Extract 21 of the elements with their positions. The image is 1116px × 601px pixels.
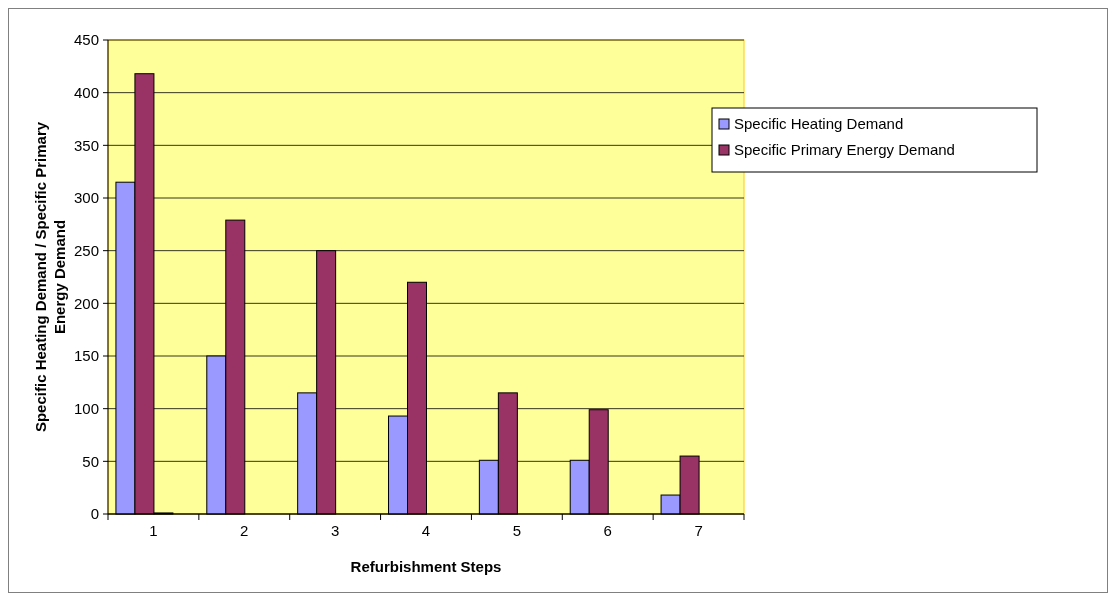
y-tick-label: 350 [73, 136, 99, 154]
legend-label: Specific Primary Energy Demand [734, 141, 955, 159]
y-tick-label: 250 [73, 241, 99, 259]
x-tick-label: 1 [149, 522, 158, 539]
y-tick-label: 100 [73, 399, 99, 417]
y-tick-label: 50 [82, 452, 99, 470]
x-tick-label: 2 [240, 522, 249, 539]
x-tick-label: 6 [603, 522, 612, 539]
x-axis-title: Refurbishment Steps [350, 558, 502, 575]
y-tick-label: 0 [90, 505, 99, 523]
x-tick-label: 7 [694, 522, 703, 539]
y-tick-label: 300 [73, 189, 99, 207]
legend-label: Specific Heating Demand [734, 115, 904, 133]
y-tick-label: 200 [73, 294, 99, 312]
x-tick-label: 5 [512, 522, 522, 539]
y-tick-label: 400 [73, 83, 99, 101]
y-tick-label: 450 [73, 31, 99, 49]
y-axis-title: Specific Heating Demand / Specific Primary Energy Demand [32, 121, 68, 433]
y-tick-label: 150 [73, 347, 99, 365]
x-tick-label: 3 [330, 522, 340, 539]
x-tick-label: 4 [421, 522, 431, 539]
